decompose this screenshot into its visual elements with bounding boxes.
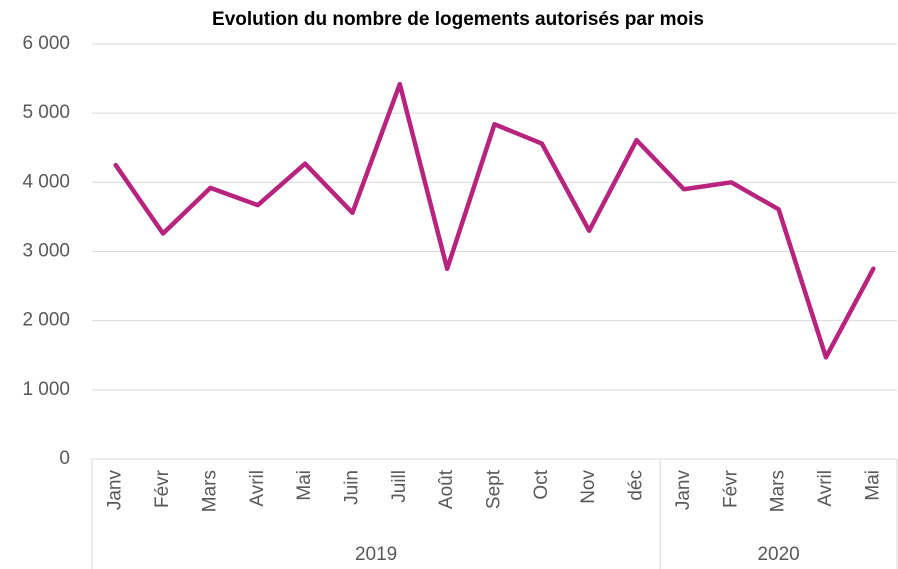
x-tick-label: déc — [626, 470, 647, 501]
group-label: 2020 — [757, 544, 799, 565]
x-tick-label: Août — [436, 469, 457, 509]
y-tick-label: 1 000 — [22, 379, 70, 400]
x-tick-label: Janv — [673, 470, 694, 511]
y-tick-label: 3 000 — [22, 241, 70, 262]
x-tick-label: Oct — [531, 469, 552, 499]
data-line — [113, 81, 876, 360]
y-tick-label: 6 000 — [22, 33, 70, 54]
x-tick-label: Mars — [199, 470, 220, 512]
x-tick-label: Mars — [768, 470, 789, 512]
x-tick-label: Sept — [484, 469, 505, 509]
chart-title: Evolution du nombre de logements autoris… — [212, 9, 704, 30]
x-tick-label: Mai — [862, 470, 883, 501]
x-tick-label: Févr — [152, 469, 173, 508]
y-tick-label: 4 000 — [22, 171, 70, 192]
x-tick-label: Juin — [341, 470, 362, 505]
x-tick-label: Janv — [105, 470, 126, 511]
y-tick-label: 5 000 — [22, 102, 70, 123]
x-tick-label: Avril — [247, 470, 268, 507]
y-tick-label: 2 000 — [22, 310, 70, 331]
x-tick-label: Févr — [720, 469, 741, 508]
x-tick-label: Mai — [294, 470, 315, 501]
group-label: 2019 — [355, 544, 397, 565]
x-tick-label: Avril — [815, 470, 836, 507]
x-tick-label: Nov — [578, 470, 599, 504]
y-tick-label: 0 — [59, 448, 70, 469]
x-tick-label: Juill — [389, 470, 410, 503]
